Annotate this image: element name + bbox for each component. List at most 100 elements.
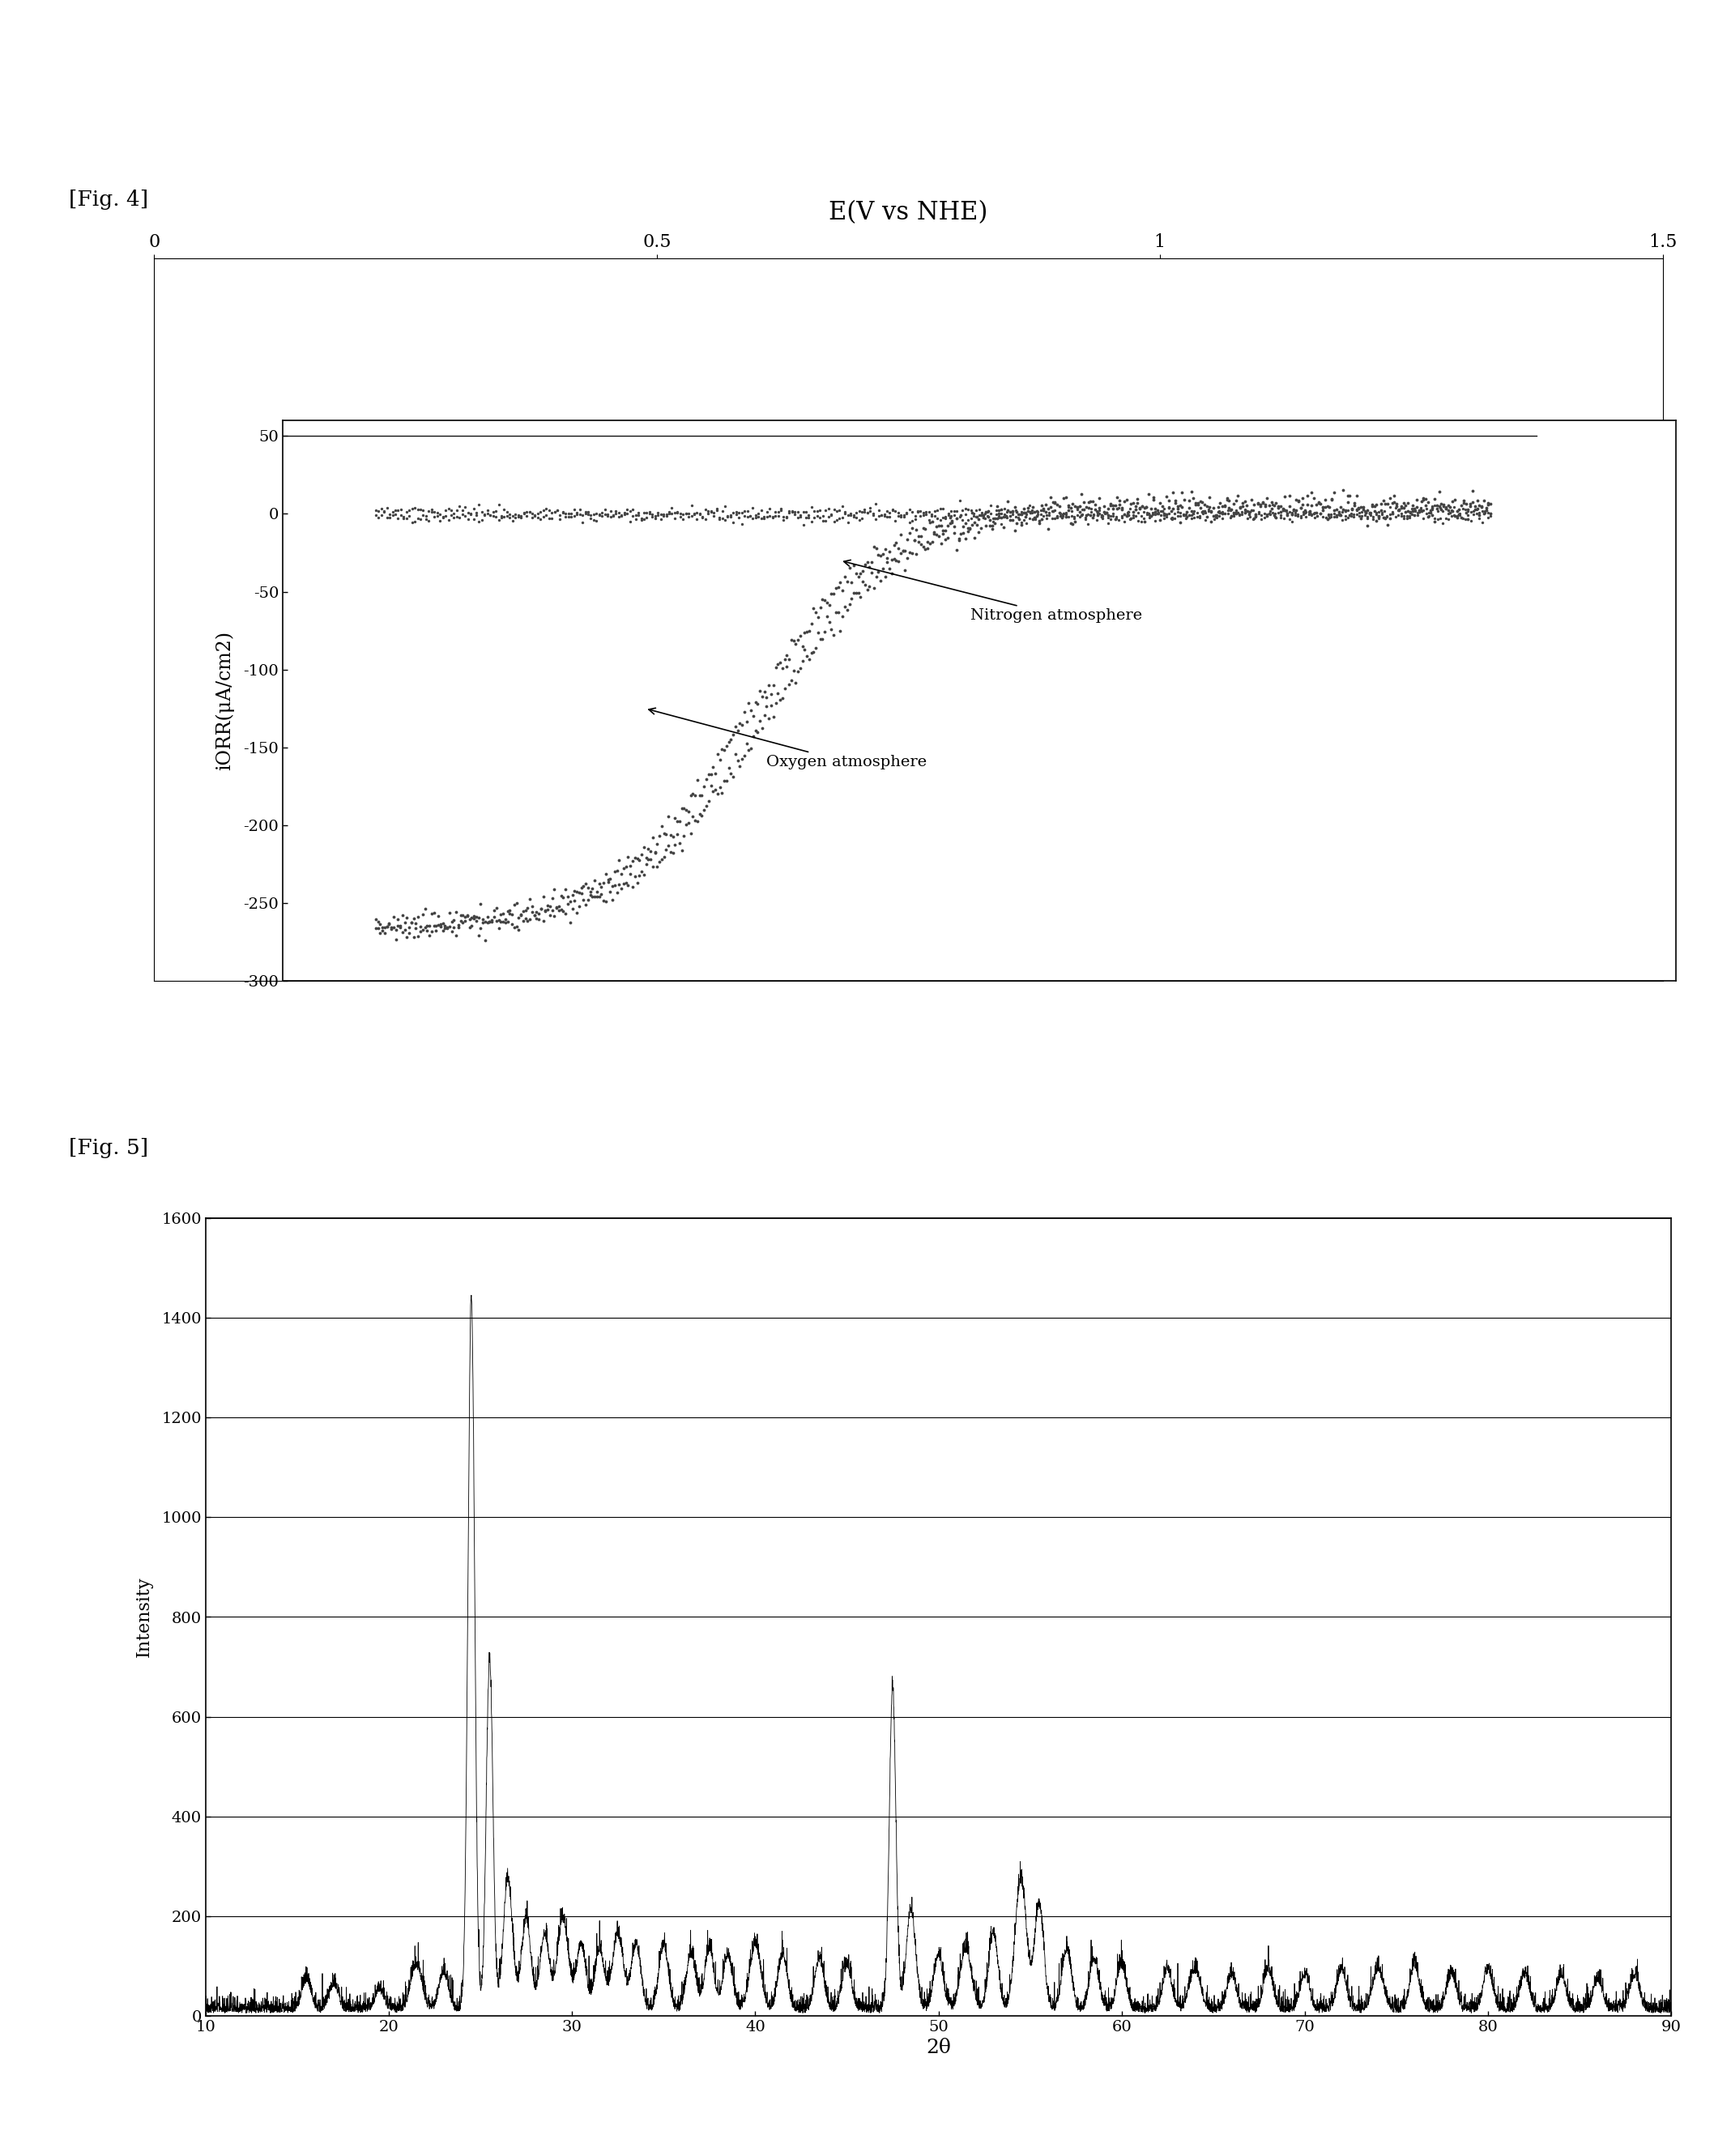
Point (1032, 498, 1059, 533)
Point (588, 498, 615, 533)
Point (804, 494, 831, 528)
Point (646, 502, 674, 537)
Point (1452, 492, 1479, 526)
Point (636, 494, 663, 528)
Point (826, 612, 854, 647)
Point (759, 668, 787, 703)
Point (926, 509, 953, 543)
Point (524, 897, 552, 931)
Point (1287, 500, 1315, 535)
Point (1140, 481, 1167, 515)
Point (756, 498, 783, 533)
Point (720, 759, 747, 793)
Point (389, 916, 417, 951)
Point (1015, 494, 1042, 528)
Point (752, 690, 780, 724)
Point (830, 573, 857, 608)
Point (840, 548, 867, 582)
Point (1333, 500, 1361, 535)
Point (977, 496, 1004, 530)
Point (405, 918, 432, 953)
Point (847, 556, 874, 591)
Point (1445, 498, 1472, 533)
Point (369, 910, 396, 944)
Point (411, 893, 439, 927)
Point (1220, 498, 1248, 533)
Point (521, 897, 548, 931)
Point (1265, 492, 1292, 526)
Point (802, 595, 830, 630)
Point (790, 494, 818, 528)
Point (881, 502, 908, 537)
Point (835, 498, 862, 533)
Point (591, 496, 619, 530)
Point (596, 875, 624, 910)
Point (821, 492, 848, 526)
Point (624, 496, 651, 530)
Point (418, 914, 446, 949)
Point (763, 686, 790, 720)
Point (1154, 500, 1181, 535)
Point (1167, 496, 1195, 530)
Point (802, 630, 830, 664)
Point (1052, 500, 1080, 535)
Point (466, 910, 494, 944)
Point (396, 492, 423, 526)
Point (641, 500, 668, 535)
Point (1280, 498, 1308, 533)
Point (1167, 498, 1195, 533)
Point (523, 901, 550, 936)
Point (1381, 489, 1409, 524)
Point (512, 893, 540, 927)
Point (1309, 489, 1337, 524)
Point (847, 580, 874, 614)
Point (1248, 502, 1275, 537)
Point (848, 494, 876, 528)
Point (1419, 498, 1447, 533)
Point (771, 671, 799, 705)
Point (514, 890, 542, 925)
Point (535, 893, 562, 927)
Point (907, 498, 934, 533)
Point (1371, 485, 1399, 520)
Point (991, 498, 1018, 533)
Point (444, 908, 471, 942)
Point (1426, 474, 1453, 509)
Point (672, 496, 699, 530)
Point (1154, 479, 1181, 513)
Point (1162, 483, 1190, 517)
Point (919, 505, 946, 539)
Point (1296, 498, 1323, 533)
Point (1392, 494, 1419, 528)
Point (1448, 500, 1476, 535)
Point (1179, 496, 1207, 530)
Point (555, 500, 583, 535)
Point (610, 852, 638, 886)
Point (677, 498, 704, 533)
Point (506, 899, 533, 934)
Point (1256, 496, 1284, 530)
Point (1416, 496, 1443, 530)
Point (1160, 476, 1188, 511)
Point (617, 494, 644, 528)
Point (734, 727, 761, 761)
Point (1109, 489, 1136, 524)
Point (881, 541, 908, 576)
Point (1203, 500, 1231, 535)
Point (566, 492, 593, 526)
Point (698, 494, 725, 528)
Point (1376, 498, 1404, 533)
Point (530, 498, 557, 533)
Point (1145, 496, 1172, 530)
Point (1251, 496, 1279, 530)
Point (480, 893, 507, 927)
Point (1320, 474, 1347, 509)
Point (711, 489, 739, 524)
Point (456, 910, 483, 944)
Point (1172, 500, 1200, 535)
Point (848, 500, 876, 535)
Point (812, 586, 840, 621)
Point (665, 804, 692, 839)
Point (1450, 485, 1477, 520)
Point (1070, 498, 1097, 533)
